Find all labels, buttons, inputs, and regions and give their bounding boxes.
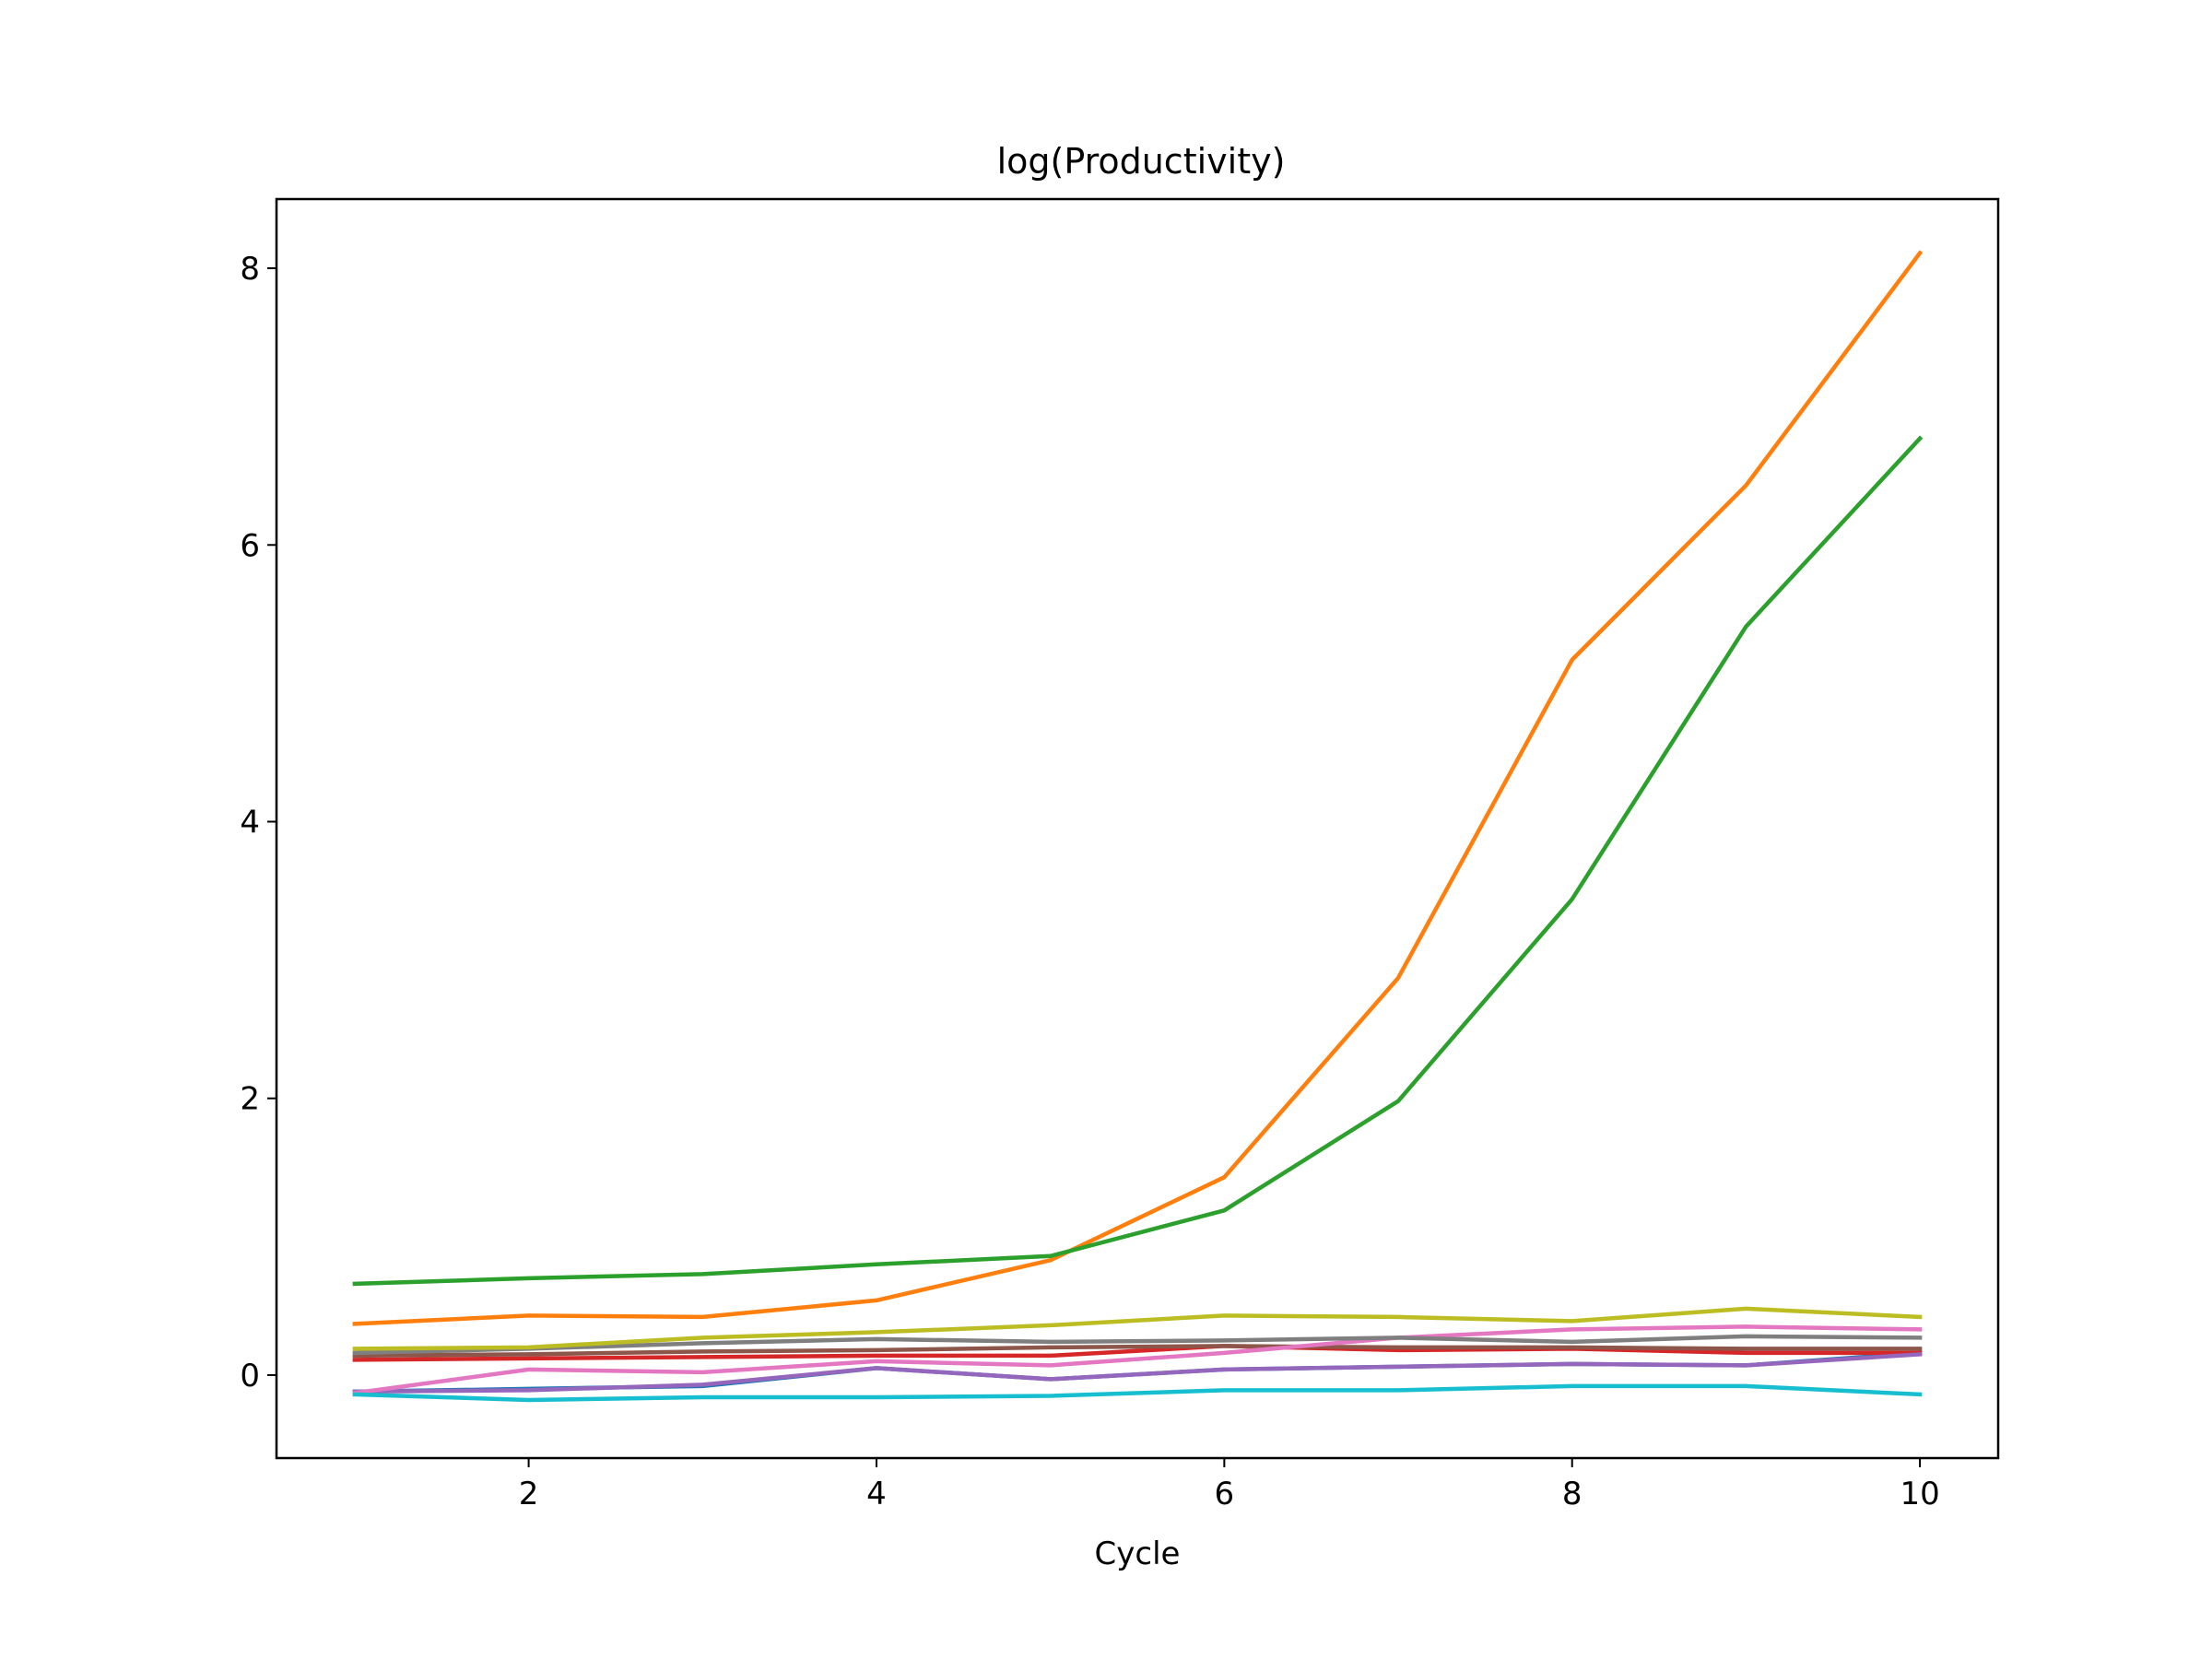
x-tick-label: 8 (1562, 1476, 1583, 1512)
y-axis-ticks: 0 2 4 6 8 (240, 251, 276, 1394)
x-tick-label: 2 (519, 1476, 539, 1512)
x-tick-label: 4 (866, 1476, 887, 1512)
series-line-9 (352, 1306, 1923, 1351)
x-tick-label: 10 (1900, 1476, 1939, 1512)
series-line-2 (352, 250, 1924, 1326)
series-line-8 (352, 1334, 1923, 1356)
series-line-5 (352, 1352, 1923, 1394)
series-line-10 (352, 1383, 1923, 1403)
series-line-3 (352, 435, 1924, 1287)
y-tick-label: 0 (240, 1358, 260, 1394)
chart-title: log(Productivity) (997, 141, 1286, 182)
series-layer (352, 250, 1924, 1403)
x-axis-ticks: 2 4 6 8 10 (519, 1458, 1940, 1512)
y-tick-label: 4 (240, 804, 260, 841)
series-line-4 (352, 1344, 1923, 1362)
y-tick-label: 2 (240, 1081, 260, 1118)
plot-area-frame (275, 197, 2000, 1460)
y-tick-label: 6 (240, 527, 260, 564)
y-tick-label: 8 (240, 251, 260, 288)
series-line-6 (352, 1344, 1923, 1359)
x-tick-label: 6 (1215, 1476, 1235, 1512)
x-axis-label: Cycle (1095, 1535, 1181, 1572)
series-line-7 (352, 1324, 1923, 1395)
